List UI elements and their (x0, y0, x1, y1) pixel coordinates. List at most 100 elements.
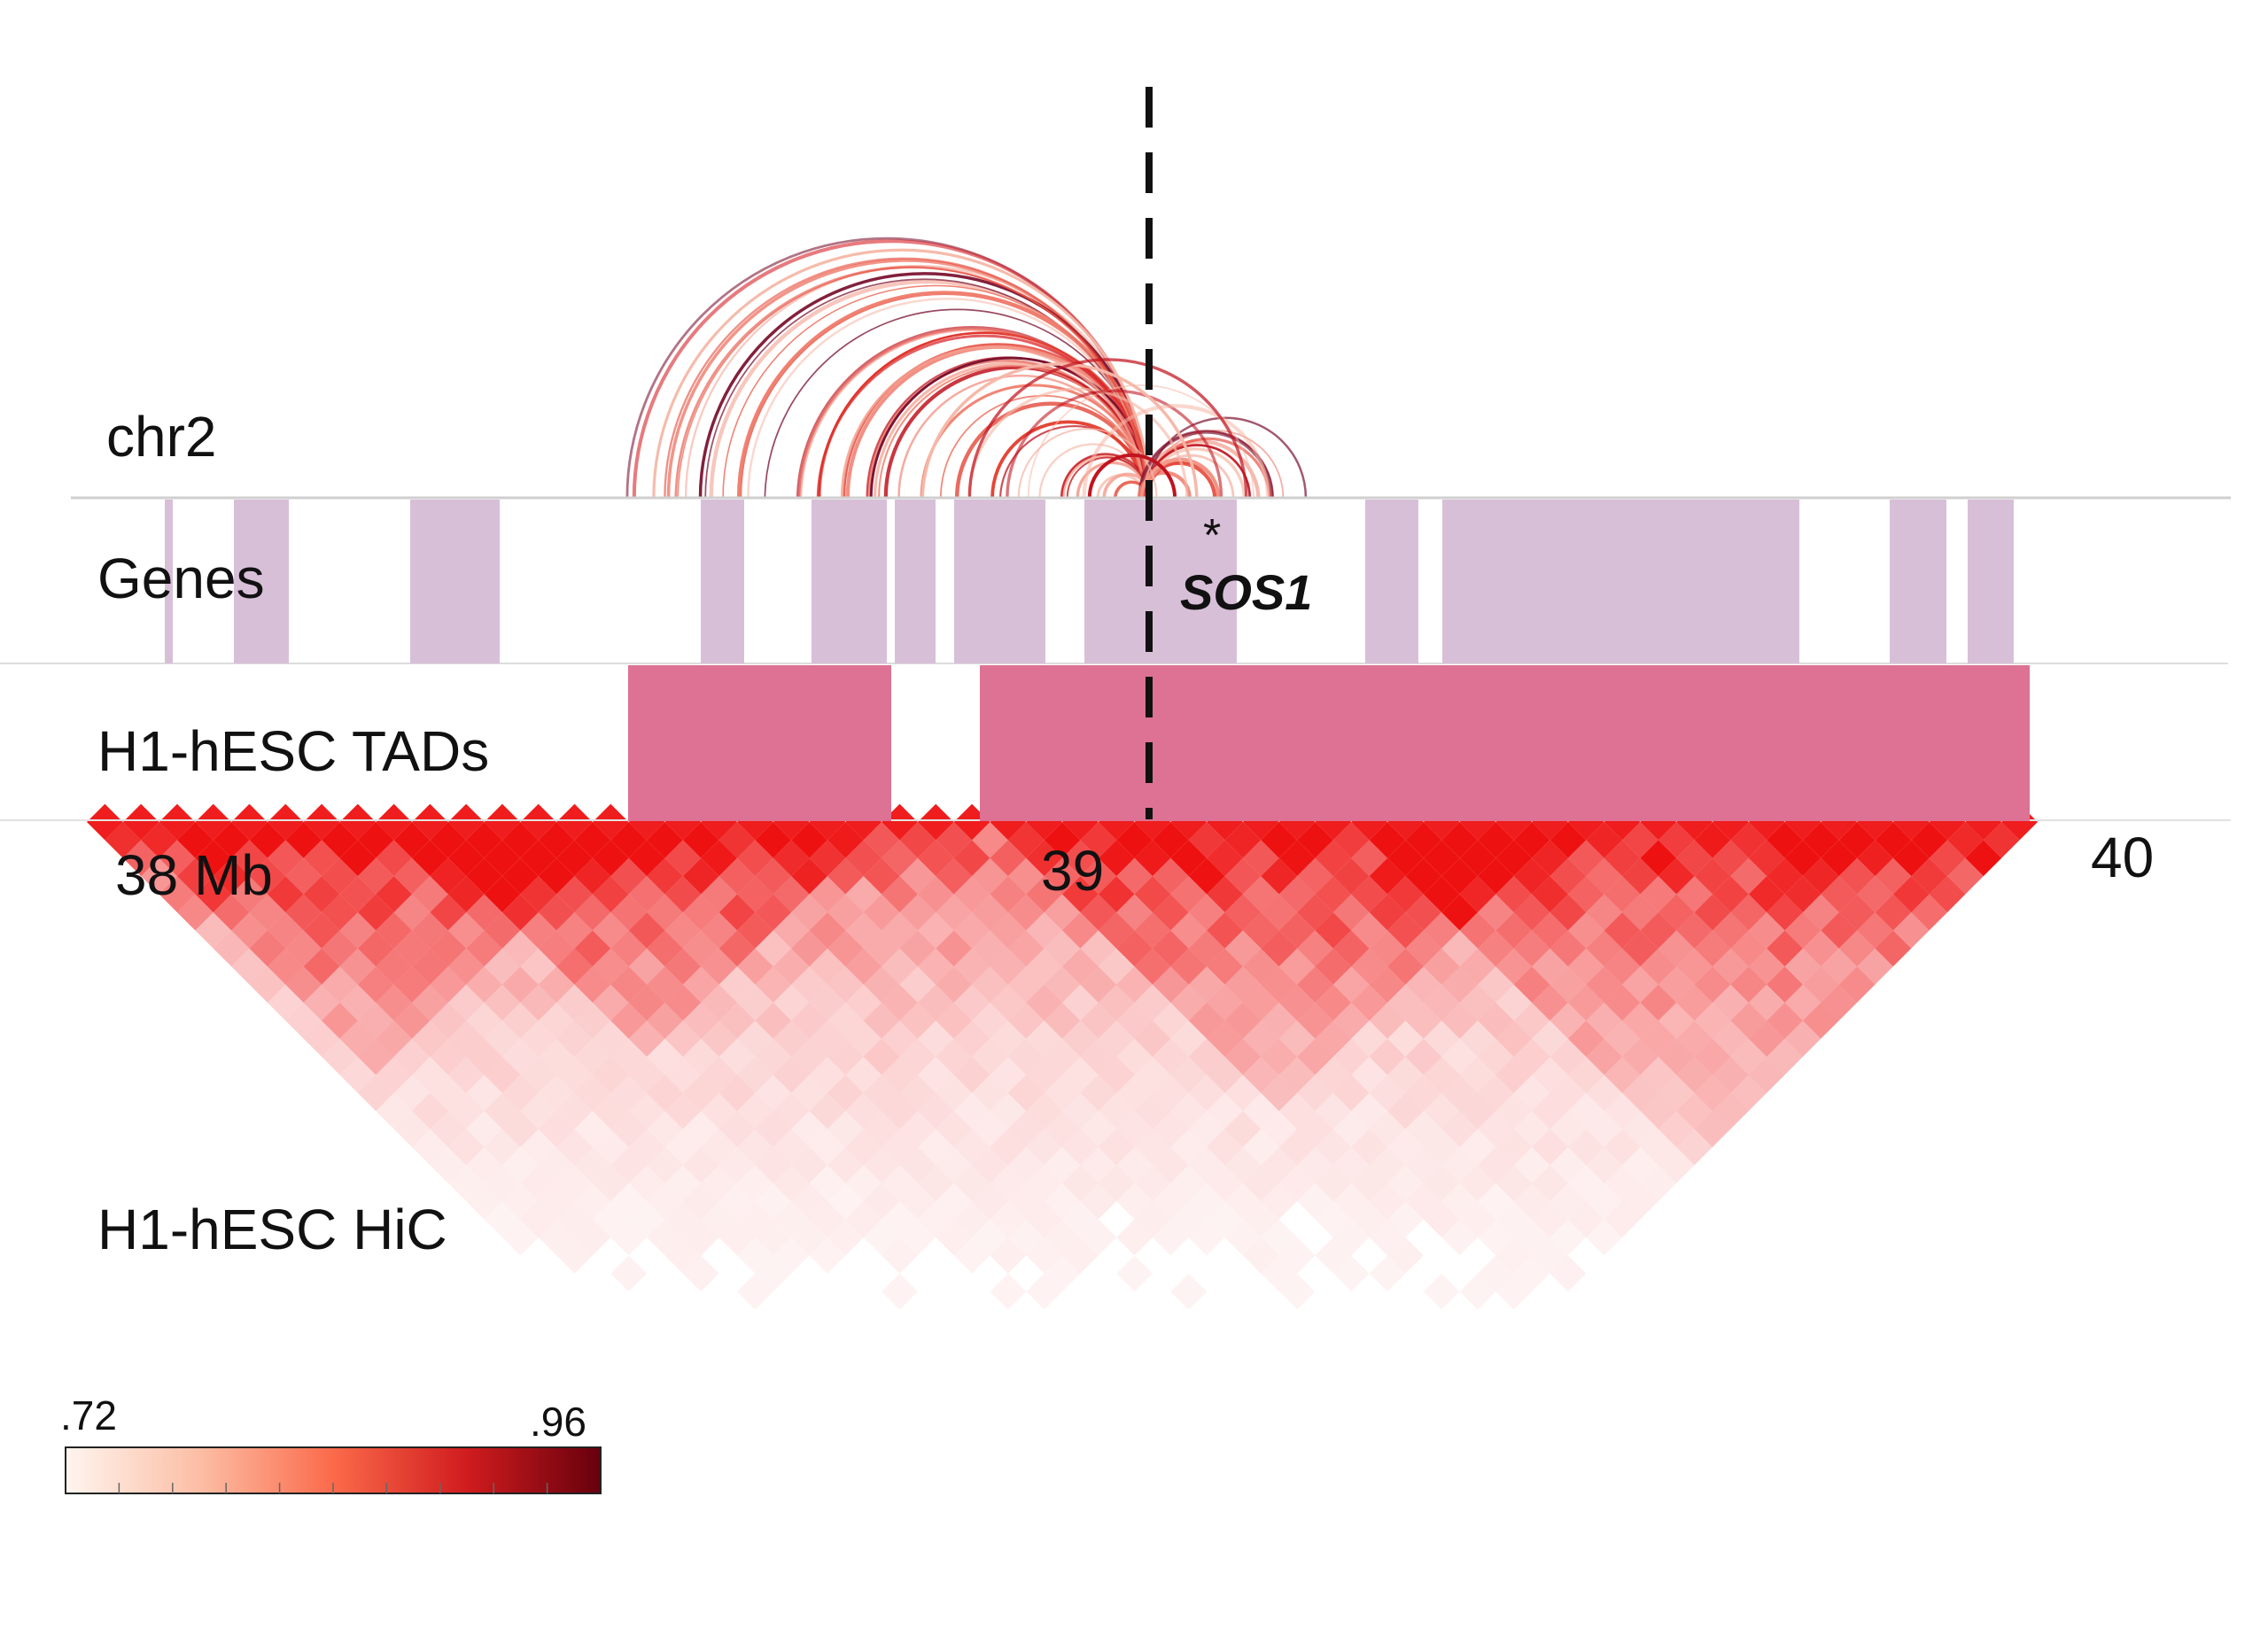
hic-cell (430, 1038, 467, 1075)
hic-cell (827, 1074, 864, 1112)
gene-blocks (165, 500, 2014, 663)
hic-cell (1351, 1057, 1387, 1093)
hic-cell (1188, 1002, 1225, 1039)
hic-cell (647, 930, 683, 967)
hic-cell (917, 1020, 954, 1058)
hic-cell (1315, 948, 1352, 985)
hic-cell (484, 984, 521, 1021)
hic-cell (845, 840, 882, 877)
hic-cell (1332, 1038, 1370, 1075)
hic-cell (755, 930, 792, 967)
hic-cell (1550, 1002, 1587, 1039)
hic-cell (231, 803, 268, 841)
hic-cell (1134, 1092, 1171, 1129)
hic-cell (972, 1147, 1008, 1183)
hic-cell (412, 1092, 448, 1129)
hic-cell (1080, 894, 1117, 931)
hic-cell (773, 1165, 810, 1202)
hic-cell (1640, 1057, 1677, 1093)
interaction-arc (1138, 430, 1274, 499)
gene-block (895, 500, 936, 663)
hic-cell (647, 1183, 683, 1220)
hic-cell (1044, 1147, 1081, 1183)
interaction-arc (747, 298, 1148, 499)
hic-cell (1730, 930, 1767, 967)
hic-cell (357, 857, 394, 895)
hic-cell (737, 948, 773, 985)
hic-cell (1947, 822, 1984, 858)
hic-cell (1242, 1092, 1279, 1129)
hic-cell (538, 1183, 575, 1220)
hic-cell (628, 1165, 665, 1202)
hic-cell (574, 1038, 611, 1075)
hic-cell (1351, 1165, 1387, 1202)
hic-cell (1423, 1165, 1460, 1202)
hic-cell (718, 1111, 756, 1147)
hic-cell (393, 1038, 431, 1075)
hic-cell (917, 1128, 954, 1166)
hic-cell (357, 930, 394, 967)
hic-cell (1387, 1092, 1424, 1129)
interaction-arc (798, 327, 1147, 499)
hic-cell (231, 876, 268, 912)
hic-cell (231, 911, 268, 949)
hic-cell (1911, 894, 1948, 931)
hic-cell (592, 1020, 629, 1058)
hic-cell (1911, 857, 1948, 895)
hic-cell (1802, 822, 1839, 858)
hic-cell (1459, 984, 1496, 1021)
hic-cell (1586, 1038, 1623, 1075)
hic-cell (1838, 822, 1876, 858)
hic-cell (718, 1074, 756, 1112)
hic-cell (936, 930, 973, 967)
hic-cell (882, 911, 918, 949)
hic-cell (1748, 1020, 1785, 1058)
hic-cell (845, 1092, 882, 1129)
hic-cell (556, 1165, 593, 1202)
hic-cell (809, 876, 846, 912)
hic-cell (1405, 1111, 1442, 1147)
hic-cell (1513, 1111, 1550, 1147)
hic-cell (447, 1092, 485, 1129)
hic-cell (357, 822, 394, 858)
hic-cell (1080, 1002, 1117, 1039)
hic-cell (1477, 1255, 1514, 1292)
hic-cell (664, 1165, 702, 1202)
hic-cell (322, 930, 358, 967)
hic-cell (1658, 1074, 1695, 1112)
hic-cell (1080, 1183, 1117, 1220)
hic-cell (1297, 1111, 1333, 1147)
hic-cell (1604, 1201, 1641, 1237)
hic-cell (1062, 948, 1099, 985)
hic-cell (628, 1201, 665, 1237)
hic-cell (737, 1020, 773, 1058)
hic-cell (231, 948, 268, 985)
hic-cell (1332, 1255, 1370, 1292)
hic-cell (718, 1002, 756, 1039)
hic-cell (972, 1002, 1008, 1039)
hic-cell (1080, 822, 1117, 858)
hic-cell (647, 1002, 683, 1039)
hic-cell (737, 1237, 773, 1274)
hic-cell (574, 1111, 611, 1147)
hic-cell (936, 1074, 973, 1112)
hic-cell (899, 930, 936, 967)
hic-cell (376, 803, 412, 841)
hic-cell (990, 1237, 1027, 1274)
hic-cell (376, 984, 412, 1021)
hic-cell (1261, 1219, 1298, 1256)
hic-cell (393, 930, 431, 967)
hic-cell (213, 894, 250, 931)
colorbar: .72 .96 (60, 1392, 602, 1494)
hic-cell (882, 1057, 918, 1093)
hic-cell (917, 984, 954, 1021)
colorbar-min-label: .72 (60, 1392, 117, 1438)
hic-cell (267, 911, 304, 949)
hic-cell (1332, 1074, 1370, 1112)
hic-cell (1116, 1111, 1153, 1147)
hic-track-label: H1-hESC HiC (97, 1198, 447, 1261)
hic-cell (882, 984, 918, 1021)
hic-cell (1713, 1057, 1749, 1093)
hic-cell (412, 911, 448, 949)
hic-cell (953, 1128, 990, 1166)
